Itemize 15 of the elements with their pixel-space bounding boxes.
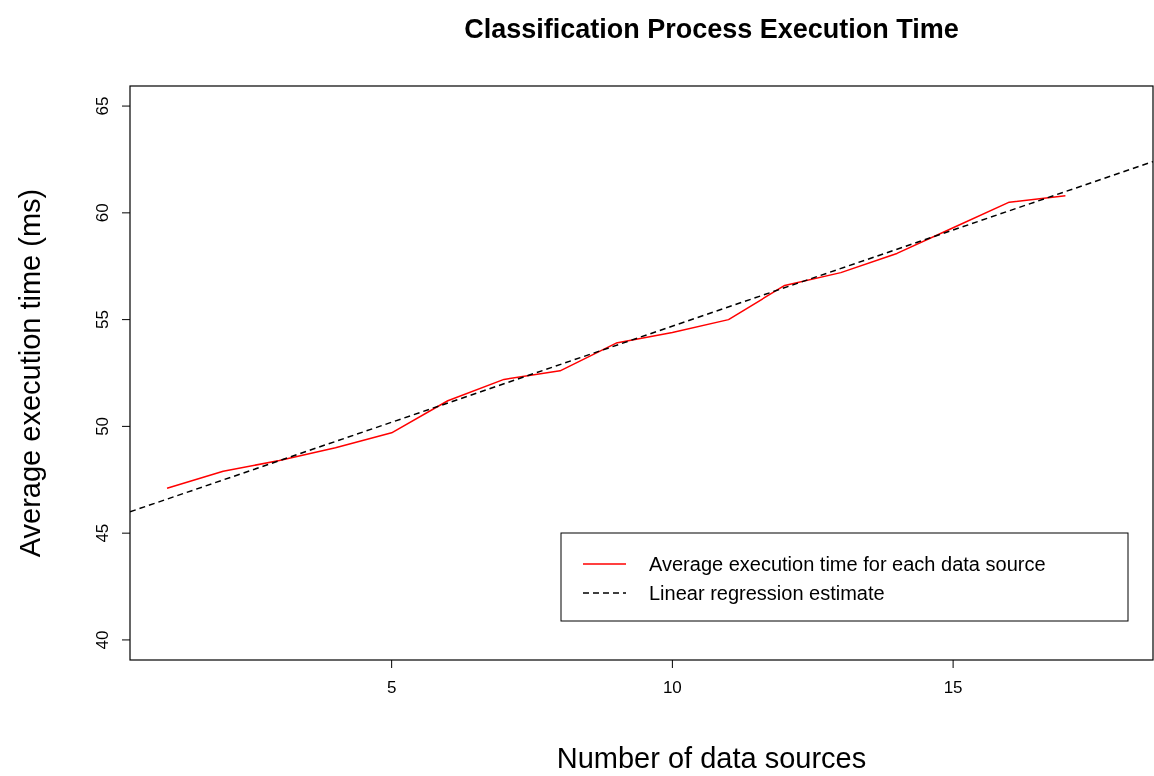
y-axis-title: Average execution time (ms) [14, 188, 46, 558]
x-tick-label: 10 [662, 678, 682, 697]
chart-title: Classification Process Execution Time [464, 14, 959, 44]
legend-label: Average execution time for each data source [649, 553, 1046, 575]
y-tick-label: 65 [93, 96, 112, 116]
y-tick-label: 40 [93, 630, 112, 650]
x-tick-label: 15 [943, 678, 963, 697]
legend-label: Linear regression estimate [649, 582, 885, 604]
line-series [166, 195, 1067, 490]
x-axis-title: Number of data sources [556, 742, 867, 774]
y-tick-label: 60 [93, 203, 112, 223]
y-tick-label: 55 [93, 310, 112, 330]
x-tick-label: 5 [386, 678, 397, 697]
y-tick-label: 50 [93, 416, 112, 436]
y-tick-label: 45 [93, 523, 112, 543]
